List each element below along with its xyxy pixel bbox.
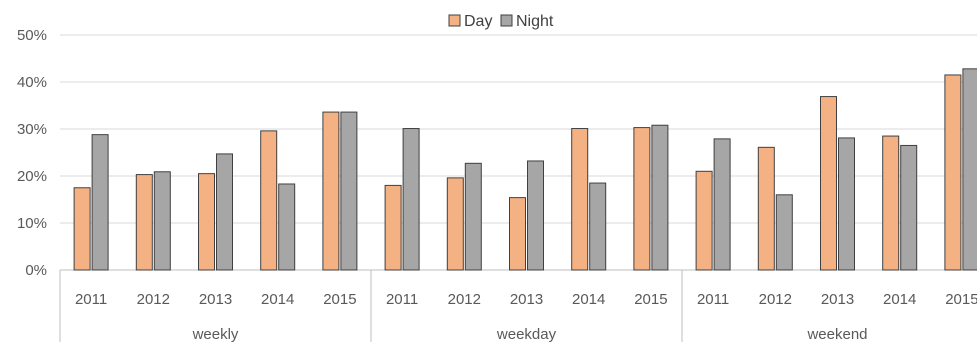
group-label: weekend	[806, 326, 867, 342]
x-tick-label: 2014	[261, 291, 294, 308]
bar-day	[882, 135, 900, 271]
bar-day	[384, 184, 402, 271]
bar-night	[153, 171, 171, 271]
x-tick-label: 2013	[510, 291, 543, 308]
y-tick-label: 0%	[25, 262, 47, 279]
group-label: weekly	[192, 326, 239, 342]
x-tick-label: 2015	[945, 291, 977, 308]
bar-night	[216, 153, 233, 271]
bar-day	[571, 128, 589, 271]
bar-night	[589, 182, 607, 271]
bar-night	[340, 111, 358, 271]
bar-night	[464, 162, 482, 271]
bar-day	[135, 174, 153, 271]
x-tick-label: 2013	[821, 291, 854, 308]
x-tick-label: 2015	[323, 291, 356, 308]
x-tick-label: 2012	[759, 291, 792, 308]
legend-label-day: Day	[464, 13, 492, 30]
bar-night	[838, 137, 855, 271]
x-tick-label: 2014	[883, 291, 916, 308]
x-tick-label: 2015	[634, 291, 667, 308]
y-tick-label: 30%	[17, 121, 47, 138]
y-tick-label: 10%	[17, 215, 47, 232]
bar-night	[527, 160, 544, 271]
bar-day	[73, 187, 91, 271]
x-tick-label: 2013	[199, 291, 232, 308]
x-tick-label: 2012	[448, 291, 481, 308]
bar-night	[278, 183, 296, 271]
bar-day	[322, 111, 340, 271]
bar-night	[402, 128, 420, 271]
x-tick-label: 2011	[75, 291, 107, 308]
bar-day	[820, 96, 837, 271]
y-tick-label: 40%	[17, 74, 47, 91]
bar-night	[713, 138, 731, 271]
bar-day	[944, 74, 962, 271]
bar-night	[91, 134, 109, 271]
bar-day	[695, 170, 713, 271]
bar-day	[446, 177, 464, 271]
y-tick-label: 50%	[17, 27, 47, 44]
legend-swatch-day	[448, 14, 461, 27]
bar-day	[509, 197, 526, 271]
bar-day	[633, 127, 651, 271]
group-label: weekday	[496, 326, 557, 342]
y-tick-label: 20%	[17, 168, 47, 185]
x-tick-label: 2011	[697, 291, 729, 308]
bar-day	[757, 146, 775, 271]
bar-day	[198, 173, 215, 271]
x-tick-label: 2014	[572, 291, 605, 308]
bar-night	[775, 194, 793, 271]
bar-night	[962, 68, 977, 271]
legend-label-night: Night	[516, 13, 554, 30]
x-tick-label: 2012	[137, 291, 170, 308]
x-tick-label: 2011	[386, 291, 418, 308]
bar-night	[651, 124, 669, 271]
bar-day	[260, 130, 278, 271]
bar-night	[900, 144, 918, 271]
legend-swatch-night	[500, 14, 513, 27]
